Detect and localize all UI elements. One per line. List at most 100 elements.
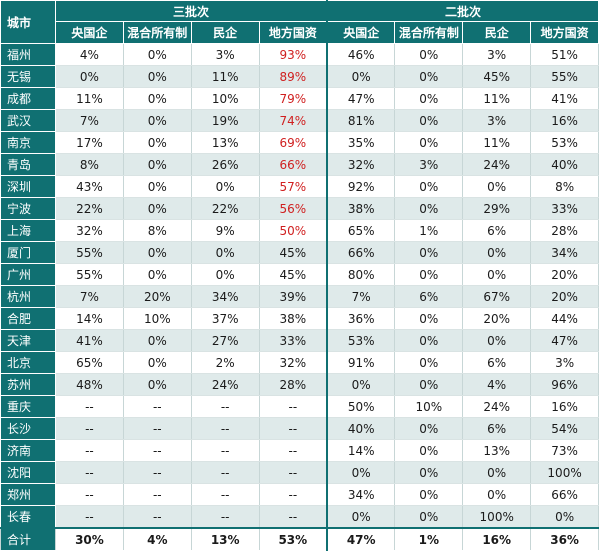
table-cell: 0% bbox=[394, 483, 464, 506]
table-cell: -- bbox=[122, 417, 192, 440]
table-cell: 8% bbox=[530, 175, 600, 198]
table-cell: 0% bbox=[190, 263, 260, 286]
table-cell: 53% bbox=[530, 131, 600, 154]
table-cell: 0% bbox=[122, 241, 192, 264]
table-cell: 0% bbox=[394, 373, 464, 396]
table-cell: 66% bbox=[326, 241, 396, 264]
city-name: 青岛 bbox=[0, 153, 56, 176]
table-cell: 0% bbox=[394, 505, 464, 529]
city-name: 沈阳 bbox=[0, 461, 56, 484]
table-cell: -- bbox=[55, 395, 124, 418]
column-header: 央国企 bbox=[55, 21, 124, 44]
city-name: 杭州 bbox=[0, 285, 56, 308]
table-cell: 91% bbox=[326, 351, 396, 374]
table-cell: 0% bbox=[394, 65, 464, 88]
group-header-third-batch: 三批次 bbox=[55, 0, 328, 22]
table-cell: 16% bbox=[530, 395, 600, 418]
table-cell: 0% bbox=[394, 175, 464, 198]
table-row: 南京 17% 0% 13% 69% 35% 0% 11% 53% bbox=[0, 131, 600, 154]
table-cell: 50% bbox=[258, 219, 328, 242]
table-cell: 13% bbox=[462, 439, 532, 462]
table-cell: 0% bbox=[122, 373, 192, 396]
table-row: 武汉 7% 0% 19% 74% 81% 0% 3% 16% bbox=[0, 109, 600, 132]
column-header: 民企 bbox=[190, 21, 260, 44]
table-cell: 22% bbox=[190, 197, 260, 220]
table-cell: 47% bbox=[326, 87, 396, 110]
table-cell: 32% bbox=[55, 219, 124, 242]
group-header-second-batch: 二批次 bbox=[326, 0, 600, 22]
table-cell: 10% bbox=[190, 87, 260, 110]
table-cell: 28% bbox=[530, 219, 600, 242]
city-name: 重庆 bbox=[0, 395, 56, 418]
table-cell: 3% bbox=[530, 351, 600, 374]
table-cell: -- bbox=[55, 483, 124, 506]
table-cell: 55% bbox=[55, 263, 124, 286]
table-cell: 0% bbox=[122, 43, 192, 66]
table-cell: 7% bbox=[326, 285, 396, 308]
table-cell: 9% bbox=[190, 219, 260, 242]
table-cell: 4% bbox=[55, 43, 124, 66]
table-row: 深圳 43% 0% 0% 57% 92% 0% 0% 8% bbox=[0, 175, 600, 198]
table-cell: 17% bbox=[55, 131, 124, 154]
table-cell: 45% bbox=[258, 263, 328, 286]
table-cell: 0% bbox=[122, 109, 192, 132]
table-cell: 0% bbox=[326, 373, 396, 396]
table-cell: 39% bbox=[258, 285, 328, 308]
table-cell: -- bbox=[190, 483, 260, 506]
table-cell: -- bbox=[122, 395, 192, 418]
table-cell: -- bbox=[258, 439, 328, 462]
table-cell: 36% bbox=[326, 307, 396, 330]
table-row: 宁波 22% 0% 22% 56% 38% 0% 29% 33% bbox=[0, 197, 600, 220]
table-cell: 0% bbox=[394, 263, 464, 286]
table-cell: 34% bbox=[530, 241, 600, 264]
city-name: 无锡 bbox=[0, 65, 56, 88]
table-cell: -- bbox=[55, 461, 124, 484]
column-header: 地方国资 bbox=[258, 21, 328, 44]
table-cell: 11% bbox=[190, 65, 260, 88]
table-cell: 24% bbox=[462, 153, 532, 176]
table-cell: 54% bbox=[530, 417, 600, 440]
table-cell: -- bbox=[122, 505, 192, 529]
table-cell: 66% bbox=[530, 483, 600, 506]
city-name: 苏州 bbox=[0, 373, 56, 396]
city-name: 福州 bbox=[0, 43, 56, 66]
table-cell: -- bbox=[190, 439, 260, 462]
table-cell: 48% bbox=[55, 373, 124, 396]
table-cell: -- bbox=[258, 483, 328, 506]
city-name: 成都 bbox=[0, 87, 56, 110]
table-cell: -- bbox=[122, 461, 192, 484]
city-column-header: 城市 bbox=[0, 0, 56, 44]
table-cell: 93% bbox=[258, 43, 328, 66]
table-cell: 7% bbox=[55, 109, 124, 132]
table-cell: 6% bbox=[462, 351, 532, 374]
table-cell: 24% bbox=[462, 395, 532, 418]
table-cell: 67% bbox=[462, 285, 532, 308]
table-cell: -- bbox=[122, 483, 192, 506]
table-cell: -- bbox=[190, 461, 260, 484]
table-cell: 32% bbox=[258, 351, 328, 374]
table-row: 北京 65% 0% 2% 32% 91% 0% 6% 3% bbox=[0, 351, 600, 374]
table-cell: 80% bbox=[326, 263, 396, 286]
table-row: 沈阳 -- -- -- -- 0% 0% 0% 100% bbox=[0, 461, 600, 484]
table-cell: 33% bbox=[258, 329, 328, 352]
table-cell: 40% bbox=[530, 153, 600, 176]
table-row: 天津 41% 0% 27% 33% 53% 0% 0% 47% bbox=[0, 329, 600, 352]
table-cell: 0% bbox=[122, 197, 192, 220]
total-cell: 47% bbox=[326, 527, 396, 551]
table-cell: 0% bbox=[326, 505, 396, 529]
table-cell: -- bbox=[258, 395, 328, 418]
table-cell: -- bbox=[190, 395, 260, 418]
table-cell: 0% bbox=[122, 329, 192, 352]
table-cell: 0% bbox=[394, 131, 464, 154]
table-cell: 0% bbox=[394, 197, 464, 220]
table-cell: 89% bbox=[258, 65, 328, 88]
table-cell: 27% bbox=[190, 329, 260, 352]
table-cell: 66% bbox=[258, 153, 328, 176]
city-name: 厦门 bbox=[0, 241, 56, 264]
table-cell: -- bbox=[55, 417, 124, 440]
table-cell: 46% bbox=[326, 43, 396, 66]
table-cell: -- bbox=[258, 461, 328, 484]
table-cell: 81% bbox=[326, 109, 396, 132]
city-name: 广州 bbox=[0, 263, 56, 286]
table-cell: 0% bbox=[462, 263, 532, 286]
